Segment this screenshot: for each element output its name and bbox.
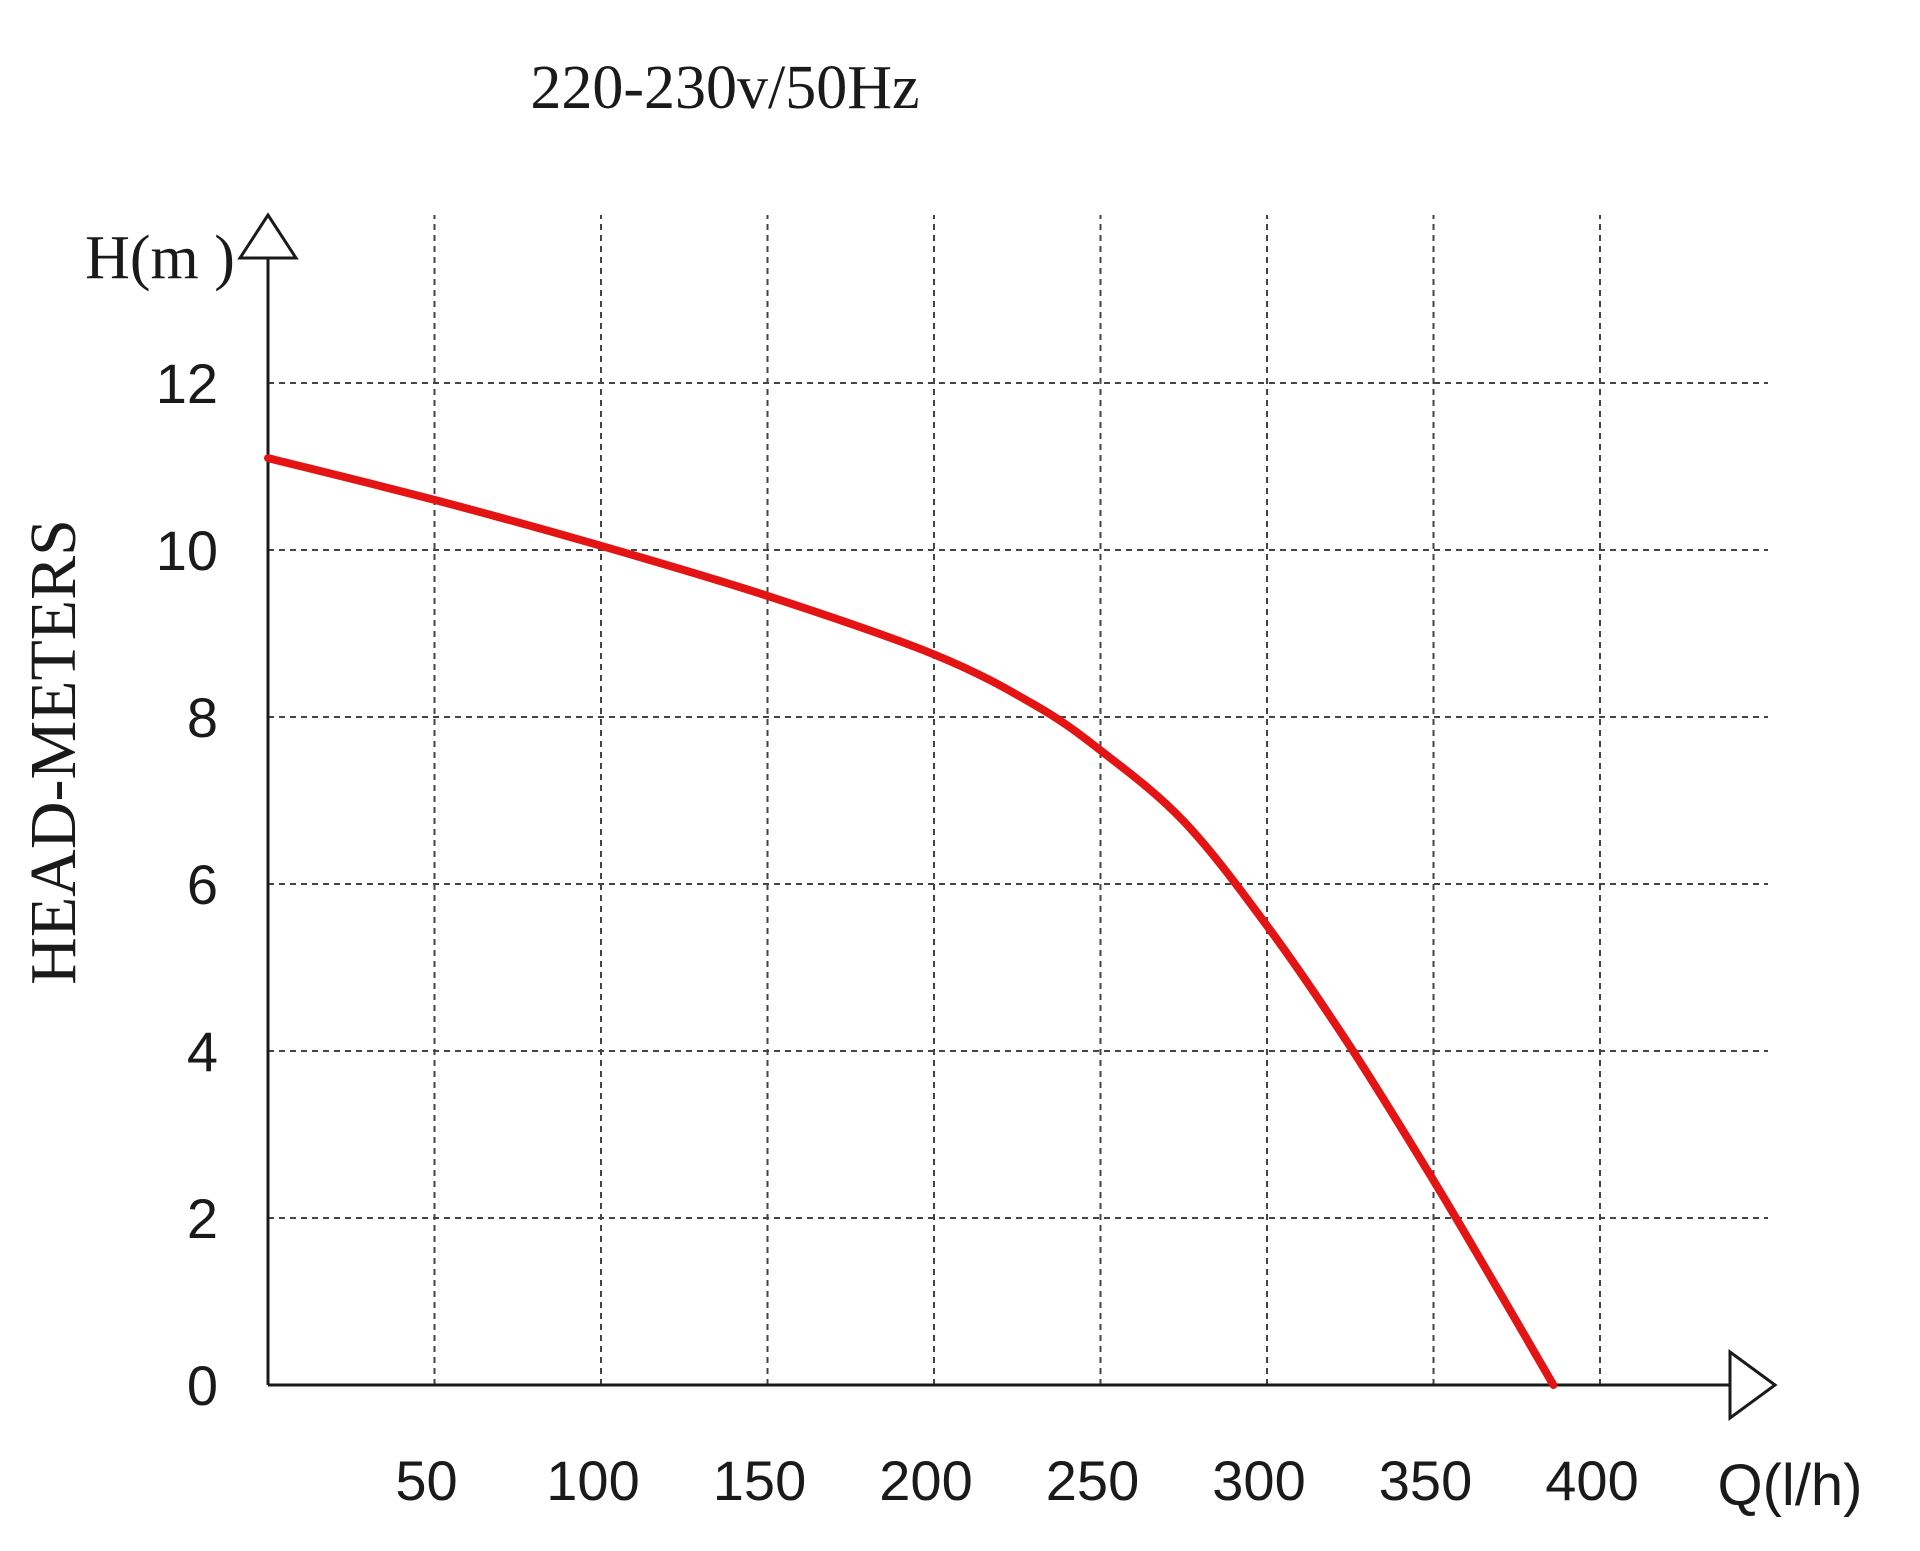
y-axis-title: HEAD-METERS <box>17 519 90 985</box>
head-flow-curve <box>264 454 1558 1389</box>
x-tick-label: 400 <box>1545 1449 1638 1512</box>
x-tick-label: 250 <box>1046 1449 1139 1512</box>
y-axis-arrow-icon <box>237 212 299 260</box>
y-axis-unit-label: H(m ) <box>85 224 235 292</box>
x-tick-label: 300 <box>1212 1449 1305 1512</box>
y-tick-label: 8 <box>187 686 218 749</box>
chart-title: 220-230v/50Hz <box>530 54 919 122</box>
x-tick-label: 50 <box>395 1449 457 1512</box>
y-tick-label: 4 <box>187 1020 218 1083</box>
x-axis-arrow-icon <box>1728 1349 1778 1421</box>
y-tick-label: 12 <box>156 352 218 415</box>
x-tick-label: 150 <box>713 1449 806 1512</box>
x-tick-label: 350 <box>1379 1449 1472 1512</box>
x-tick-label: 200 <box>879 1449 972 1512</box>
x-tick-labels: 50 100 150 200 250 300 350 400 <box>395 1449 1638 1512</box>
y-tick-label: 0 <box>187 1354 218 1417</box>
grid-lines <box>268 215 1768 1385</box>
x-tick-label: 100 <box>546 1449 639 1512</box>
y-tick-labels: 0 2 4 6 8 10 12 <box>156 352 218 1417</box>
y-tick-label: 2 <box>187 1187 218 1250</box>
y-tick-label: 6 <box>187 853 218 916</box>
x-axis-unit-label: Q(l/h) <box>1718 1453 1863 1518</box>
y-tick-label: 10 <box>156 519 218 582</box>
